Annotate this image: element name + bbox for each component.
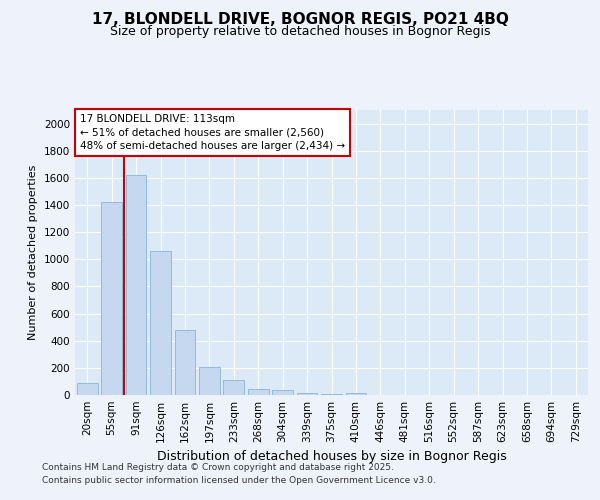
Text: Contains HM Land Registry data © Crown copyright and database right 2025.: Contains HM Land Registry data © Crown c… xyxy=(42,464,394,472)
Text: Size of property relative to detached houses in Bognor Regis: Size of property relative to detached ho… xyxy=(110,25,490,38)
Bar xyxy=(101,202,122,395)
Bar xyxy=(199,367,220,395)
Text: 17, BLONDELL DRIVE, BOGNOR REGIS, PO21 4BQ: 17, BLONDELL DRIVE, BOGNOR REGIS, PO21 4… xyxy=(92,12,508,28)
Bar xyxy=(346,393,367,395)
Bar xyxy=(321,394,342,395)
Bar xyxy=(175,330,196,395)
Bar xyxy=(248,389,269,395)
Bar xyxy=(296,393,317,395)
Text: 17 BLONDELL DRIVE: 113sqm
← 51% of detached houses are smaller (2,560)
48% of se: 17 BLONDELL DRIVE: 113sqm ← 51% of detac… xyxy=(80,114,345,150)
Bar xyxy=(223,380,244,395)
X-axis label: Distribution of detached houses by size in Bognor Regis: Distribution of detached houses by size … xyxy=(157,450,506,464)
Text: Contains public sector information licensed under the Open Government Licence v3: Contains public sector information licen… xyxy=(42,476,436,485)
Bar xyxy=(150,251,171,395)
Bar xyxy=(77,384,98,395)
Bar xyxy=(125,175,146,395)
Y-axis label: Number of detached properties: Number of detached properties xyxy=(28,165,38,340)
Bar xyxy=(272,390,293,395)
